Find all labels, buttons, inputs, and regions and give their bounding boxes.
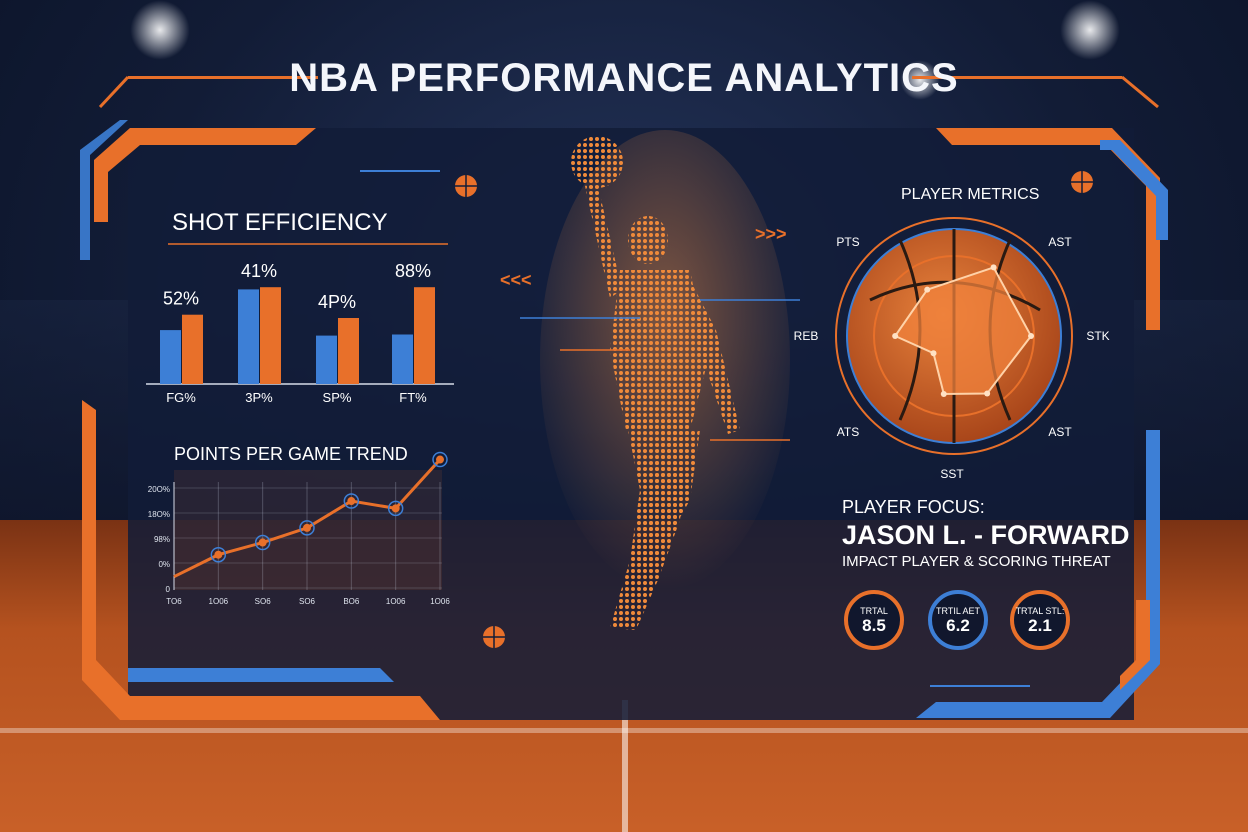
bar-fg-s0 — [160, 330, 181, 384]
x-tick-label: SO6 — [255, 597, 272, 606]
stat-label: TRTIL AET — [935, 606, 980, 616]
bar-sp-s0 — [316, 335, 337, 384]
radar-axis-label: REB — [794, 329, 819, 343]
bar-category-label: 3P% — [245, 390, 273, 405]
bar-value-label: 41% — [241, 261, 277, 281]
ppg-point — [436, 455, 444, 464]
y-tick-label: 20O% — [148, 485, 170, 494]
stat-ring-total: TRTAL 8.5 — [844, 590, 904, 650]
x-tick-label: BO6 — [343, 597, 360, 606]
ppg-point — [258, 538, 267, 547]
arena-light — [1060, 0, 1120, 60]
arrows-left-icon: <<< — [500, 270, 532, 290]
arrows-right-icon: >>> — [755, 224, 787, 244]
arena-light — [900, 60, 940, 100]
dunking-player-hologram — [540, 130, 790, 640]
page-title: NBA PERFORMANCE ANALYTICS — [289, 56, 959, 100]
x-tick-label: 1O06 — [386, 597, 406, 606]
radar-polygon — [893, 266, 1033, 395]
stat-value: 6.2 — [946, 616, 970, 635]
ppg-point-ring — [254, 534, 271, 551]
radar-axis-label: ATS — [837, 425, 859, 439]
bar-3p-s1 — [260, 287, 281, 384]
radar-vertex — [940, 390, 947, 397]
stat-ring-assists: TRTIL AET 6.2 — [928, 590, 988, 650]
bar-category-label: FT% — [399, 390, 427, 405]
ppg-point — [347, 497, 356, 506]
x-tick-label: 1O06 — [209, 597, 229, 606]
stat-value: 2.1 — [1028, 616, 1052, 635]
basketball-icon — [483, 626, 505, 648]
radar-vertex — [892, 333, 899, 339]
bar-sp-s1 — [338, 318, 359, 384]
y-tick-label: 0% — [158, 560, 170, 569]
radar-axis-label: PTS — [836, 235, 859, 249]
bar-3p-s0 — [238, 289, 259, 384]
ppg-trend-title: POINTS PER GAME TREND — [174, 444, 408, 464]
x-tick-label: 1O06 — [430, 597, 450, 606]
radar-vertex — [984, 390, 991, 397]
y-tick-label: 0 — [166, 585, 171, 594]
basketball-icon — [1071, 171, 1093, 193]
radar-axis-label: STK — [1086, 329, 1109, 343]
court-center-line — [622, 700, 628, 832]
bar-value-label: 88% — [395, 261, 431, 281]
x-tick-label: TO6 — [166, 597, 182, 606]
radar-axis-label: SST — [940, 467, 964, 481]
ppg-point-ring — [299, 520, 315, 536]
stat-value: 8.5 — [862, 616, 886, 635]
ppg-point-ring — [432, 451, 448, 468]
stat-label: TRTAL STL: — [1015, 606, 1065, 616]
bar-ft-s1 — [414, 287, 435, 384]
bar-value-label: 4P% — [318, 292, 356, 312]
y-tick-label: 98% — [154, 535, 170, 544]
ppg-point — [214, 550, 223, 559]
radar-vertex — [1028, 333, 1035, 339]
stat-label: TRTAL — [860, 606, 888, 616]
ppg-point-ring — [210, 546, 227, 563]
ppg-point-ring — [343, 493, 360, 509]
player-focus-subtitle: IMPACT PLAYER & SCORING THREAT — [842, 553, 1111, 570]
bar-category-label: SP% — [323, 390, 352, 405]
player-focus-label: PLAYER FOCUS: — [842, 497, 985, 517]
stat-ring-steals: TRTAL STL: 2.1 — [1010, 590, 1070, 650]
ppg-point — [303, 523, 311, 532]
player-metrics-title: PLAYER METRICS — [901, 186, 1040, 203]
title-decoration-left — [128, 76, 318, 79]
ppg-point-ring — [387, 500, 404, 517]
bar-fg-s1 — [182, 314, 203, 384]
radar-vertex — [924, 286, 931, 293]
radar-axis-label: AST — [1048, 235, 1072, 249]
ppg-point — [391, 504, 400, 513]
radar-vertex — [930, 350, 937, 357]
bar-category-label: FG% — [166, 390, 196, 405]
bar-ft-s0 — [392, 334, 413, 384]
x-tick-label: SO6 — [299, 597, 316, 606]
radar-vertex — [990, 264, 997, 271]
radar-axis-label: AST — [1048, 425, 1072, 439]
title-decoration-right — [912, 76, 1122, 79]
player-focus-name: JASON L. - FORWARD — [842, 520, 1130, 550]
shot-efficiency-title: SHOT EFFICIENCY — [172, 209, 388, 236]
basketball-icon — [455, 175, 477, 197]
bar-value-label: 52% — [163, 289, 199, 309]
y-tick-label: 18O% — [148, 510, 170, 519]
arena-light — [130, 0, 190, 60]
